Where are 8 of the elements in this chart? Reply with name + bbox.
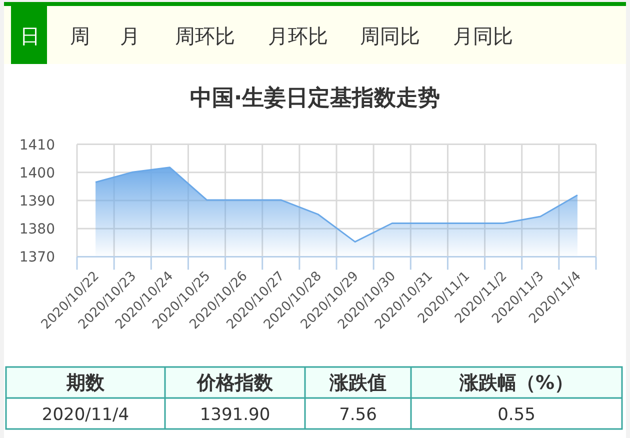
y-tick-label: 1390 (19, 194, 55, 210)
y-tick-label: 1410 (19, 137, 55, 154)
y-tick-label: 1400 (19, 165, 55, 182)
tabs: 日 周 月 周环比 月环比 周同比 月同比 (4, 2, 626, 64)
chart-title: 中国·生姜日定基指数走势 (190, 85, 440, 111)
table: 期数 价格指数 涨跌值 涨跌幅（%） 2020/11/4 1391.90 7.56 0.55 (5, 366, 623, 430)
y-tick-label: 1380 (19, 222, 55, 238)
y-tick-label: 1370 (19, 250, 55, 266)
